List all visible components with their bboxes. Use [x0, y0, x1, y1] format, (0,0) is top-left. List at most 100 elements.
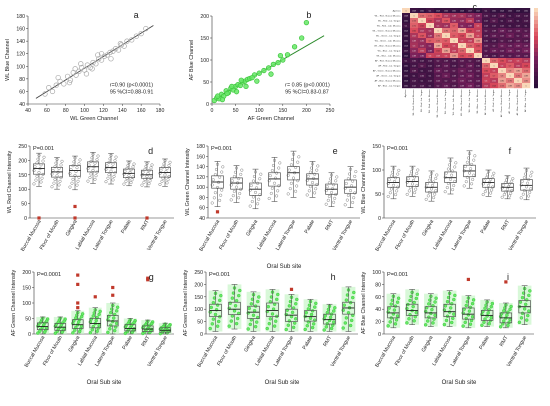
data-point — [93, 177, 97, 181]
data-point — [167, 175, 171, 179]
data-point — [62, 319, 66, 323]
heatmap-cell — [466, 8, 475, 14]
heatmap-cell-value: 0.72 — [492, 61, 496, 63]
heatmap-cell — [498, 68, 507, 74]
data-point — [433, 313, 437, 318]
heatmap-col-label: WL - Red - Buccal Mucosa — [413, 89, 415, 116]
heatmap-cell — [482, 58, 491, 64]
heatmap-cell — [466, 63, 475, 69]
data-point — [287, 319, 292, 323]
heatmap-cell — [498, 23, 507, 29]
data-point — [507, 320, 511, 325]
heatmap-cell-value: 0.36 — [420, 56, 424, 58]
data-point — [313, 172, 317, 176]
heatmap-cell — [482, 23, 491, 29]
heatmap-cell-value: 0.28 — [500, 31, 504, 33]
data-point — [482, 320, 486, 324]
heatmap-cell — [522, 8, 531, 14]
data-point — [500, 186, 504, 190]
heatmap-cell-value: 0.12 — [420, 61, 424, 63]
heatmap-cell-value: 0.16 — [484, 16, 488, 18]
heatmap-cell — [458, 8, 467, 14]
heatmap-cell — [514, 53, 523, 59]
data-point — [453, 293, 457, 298]
data-point — [311, 322, 316, 326]
heatmap-cell-value: 0.1 — [421, 81, 424, 83]
heatmap-cell-value: 0.44 — [420, 46, 424, 48]
data-point — [117, 41, 124, 47]
category-label: Labial Mucosa — [432, 219, 454, 251]
heatmap-cell-value: 0.84 — [476, 41, 480, 43]
heatmap-cell — [490, 8, 499, 14]
y-axis-label: WL Blue Channel — [5, 39, 11, 81]
heatmap-cell — [506, 43, 515, 49]
heatmap-cell-value: 1 — [502, 71, 503, 73]
data-point — [313, 305, 317, 309]
heatmap-cell-value: 0.58 — [484, 76, 488, 78]
data-point — [215, 93, 221, 99]
category-label: Labial Mucosa — [256, 219, 278, 251]
heatmap-cell-value: 0.62 — [428, 21, 432, 23]
data-point — [98, 57, 105, 63]
heatmap-cell — [522, 48, 531, 54]
heatmap-cell-value: 0.58 — [508, 61, 512, 63]
data-point — [451, 316, 455, 321]
heatmap-cell — [434, 18, 443, 24]
heatmap-cell-value: 0.12 — [524, 16, 528, 18]
data-point — [33, 165, 37, 169]
data-point — [508, 307, 512, 312]
heatmap-col-label: WL - Green - Buccal Mucosa — [436, 89, 439, 118]
heatmap-cell-value: 0.2 — [485, 51, 488, 53]
data-point — [49, 88, 56, 95]
data-point — [36, 331, 40, 335]
data-point — [158, 182, 162, 186]
p-value: P=0.001 — [387, 146, 408, 152]
y-tick-label: 40 — [199, 216, 205, 222]
data-point — [209, 305, 213, 310]
heatmap-cell — [474, 78, 483, 84]
data-point — [71, 331, 75, 335]
data-point — [291, 44, 298, 50]
heatmap-cell-value: 0.22 — [484, 46, 488, 48]
category-label: Gingiva — [421, 219, 435, 237]
data-point — [210, 201, 214, 205]
data-point — [414, 187, 418, 191]
heatmap-cell-value: 0.1 — [421, 71, 424, 73]
heatmap-cell — [442, 73, 451, 79]
panel-label: h — [331, 272, 336, 282]
data-point — [397, 168, 401, 172]
data-point — [430, 187, 434, 191]
data-point — [525, 298, 529, 302]
heatmap-cell-value: 0.64 — [444, 46, 448, 48]
heatmap-cell-value: 0.88 — [524, 76, 528, 78]
data-point — [149, 321, 154, 326]
outlier-point — [504, 280, 508, 284]
data-point — [159, 168, 163, 172]
heatmap-cell-value: 0.02 — [476, 11, 480, 13]
x-axis-label: Oral Sub site — [87, 380, 122, 386]
heatmap-cell-value: 0.03 — [404, 46, 408, 48]
heatmap-cell-value: 0.08 — [404, 16, 408, 18]
heatmap-cell — [418, 33, 427, 39]
data-point — [275, 59, 281, 66]
data-point — [41, 325, 45, 329]
data-point — [307, 189, 311, 193]
heatmap-cell — [490, 28, 499, 34]
heatmap-cell-value: 1 — [518, 81, 519, 83]
data-point — [527, 309, 531, 313]
heatmap-cell — [410, 38, 419, 44]
heatmap-cell-value: 0.04 — [500, 11, 504, 13]
data-point — [341, 308, 345, 312]
heatmap-cell-value: 0.48 — [444, 26, 448, 28]
category-label: Floor of Mouth — [218, 219, 240, 251]
data-point — [405, 192, 409, 196]
data-point — [481, 193, 485, 197]
data-point — [274, 176, 278, 180]
heatmap-cell — [426, 63, 435, 69]
heatmap-cell — [450, 68, 459, 74]
heatmap-cell-value: 0.24 — [492, 36, 496, 38]
heatmap-cell — [506, 38, 515, 44]
heatmap-cell-value: 0.1 — [509, 26, 512, 28]
heatmap-cell — [426, 23, 435, 29]
data-point — [248, 322, 253, 327]
